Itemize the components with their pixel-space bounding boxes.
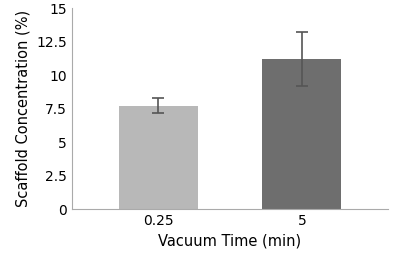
Bar: [119, 106, 198, 209]
Bar: [262, 59, 341, 209]
X-axis label: Vacuum Time (min): Vacuum Time (min): [158, 233, 302, 248]
Y-axis label: Scaffold Concentration (%): Scaffold Concentration (%): [16, 10, 31, 207]
